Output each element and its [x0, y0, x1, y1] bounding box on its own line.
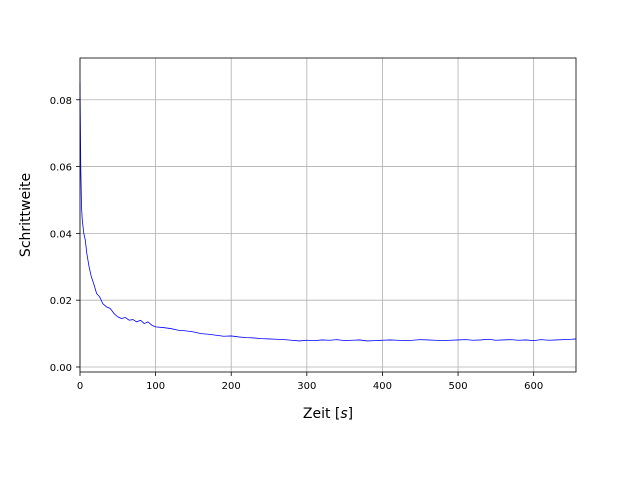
x-axis-label-close: ] [348, 406, 353, 422]
step-size-series-line [79, 83, 577, 342]
x-axis-label-unit: s [340, 406, 347, 422]
x-tick-label: 200 [222, 381, 241, 392]
plot-frame [79, 57, 577, 373]
y-tick-label: 0.00 [50, 363, 72, 374]
x-tick-label: 300 [297, 381, 316, 392]
x-tick-label: 0 [77, 381, 83, 392]
y-tick-label: 0.06 [50, 163, 72, 174]
y-axis-label: Schrittweite [18, 173, 34, 257]
x-tick-label: 600 [524, 381, 543, 392]
y-tick-label: 0.04 [50, 229, 72, 240]
x-tick-label: 400 [373, 381, 392, 392]
x-axis-label-main: Zeit [ [303, 406, 341, 422]
tick-layer: 0 100 200 300 400 500 600 0.00 0.02 0.04 0.06 0.08 [50, 96, 543, 392]
y-tick-label: 0.08 [50, 96, 72, 107]
x-axis-label: Zeit [s] [303, 406, 353, 422]
x-tick-label: 500 [449, 381, 468, 392]
grid-layer [79, 58, 576, 372]
y-tick-label: 0.02 [50, 296, 72, 307]
series-layer [79, 83, 577, 342]
x-tick-label: 100 [146, 381, 165, 392]
